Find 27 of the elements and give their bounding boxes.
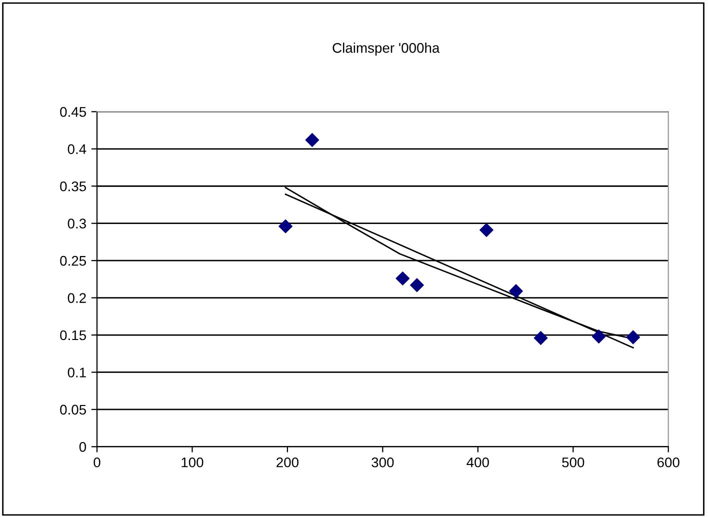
x-tick-label: 100 (182, 457, 204, 468)
y-tick-label: 0.2 (68, 293, 86, 303)
y-tick-label: 0 (79, 442, 86, 452)
point (305, 133, 320, 147)
point (278, 219, 293, 234)
x-tick-label: 400 (466, 457, 489, 468)
x-tick-label: 0 (94, 457, 100, 468)
y-tick-label: 0.25 (60, 256, 86, 266)
point (396, 271, 410, 286)
point (626, 330, 640, 344)
chart-title: Claimsper '000ha (332, 42, 440, 56)
y-tick-label: 0.1 (68, 368, 86, 378)
y-tick-label: 0.45 (60, 107, 86, 117)
y-tick-label: 0.3 (68, 218, 86, 229)
point (509, 284, 523, 298)
y-tick-label: 0.4 (68, 144, 86, 154)
x-tick-label: 500 (562, 457, 584, 468)
y-tick-label: 0.05 (60, 404, 86, 415)
x-tick-label: 600 (657, 457, 680, 468)
y-tick-label: 0.35 (60, 181, 86, 192)
x-tick-label: 200 (276, 457, 298, 468)
point (534, 331, 548, 345)
point (410, 278, 424, 292)
x-tick-label: 300 (372, 457, 394, 468)
point (480, 223, 494, 238)
point (592, 330, 606, 344)
y-tick-label: 0.15 (60, 330, 86, 340)
